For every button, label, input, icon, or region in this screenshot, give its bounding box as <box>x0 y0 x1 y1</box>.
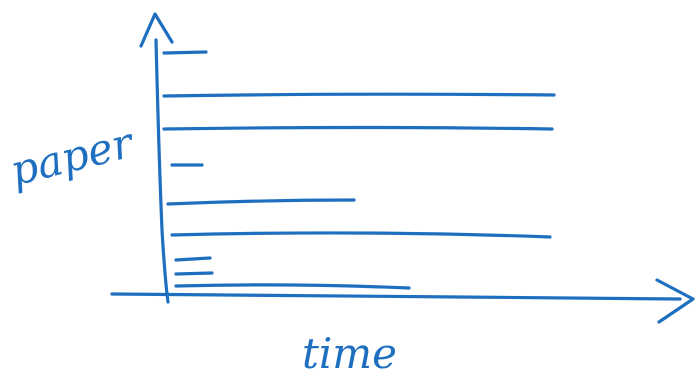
bar-1 <box>162 50 208 55</box>
y-axis-arrowhead <box>139 12 174 48</box>
y-axis-label: paper <box>5 117 140 195</box>
bar-2 <box>162 92 556 98</box>
bar-9 <box>174 283 411 290</box>
bar-5 <box>166 198 356 206</box>
y-axis <box>154 38 170 304</box>
bar-7 <box>174 256 212 262</box>
x-axis <box>110 292 682 301</box>
bar-6 <box>170 231 552 239</box>
bar-8 <box>174 271 214 276</box>
x-axis-label: time <box>302 329 397 378</box>
bar-3 <box>162 125 554 131</box>
x-axis-arrowhead <box>655 278 695 324</box>
